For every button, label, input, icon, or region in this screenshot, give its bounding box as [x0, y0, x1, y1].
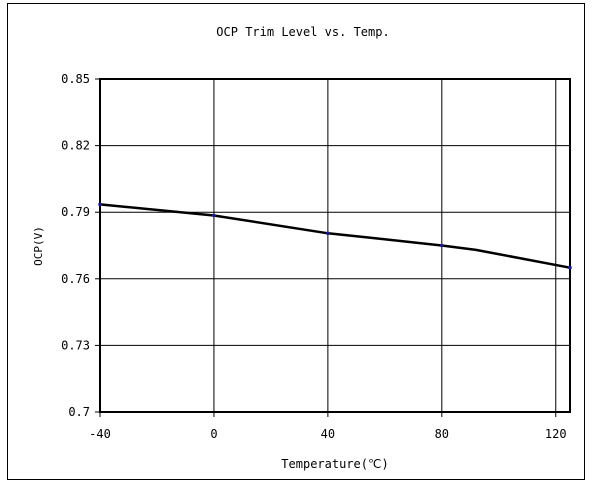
- y-axis-ticks: 0.7 0.73 0.76 0.79 0.82 0.85: [61, 72, 100, 419]
- chart-frame: [7, 3, 585, 480]
- x-tick-label: 120: [545, 427, 567, 441]
- data-point: [212, 213, 216, 218]
- x-axis-ticks: -40 0 40 80 120: [89, 412, 567, 441]
- y-tick-label: 0.73: [61, 338, 90, 352]
- x-axis-label: Temperature(℃): [281, 457, 388, 471]
- grid: [99, 78, 570, 413]
- x-tick-label: 40: [321, 427, 335, 441]
- series-line: [99, 203, 571, 269]
- y-tick-label: 0.76: [61, 272, 90, 286]
- data-point: [440, 243, 444, 248]
- y-axis-label: OCP(V): [32, 226, 45, 266]
- y-tick-label: 0.7: [68, 405, 90, 419]
- data-point: [326, 231, 330, 236]
- y-tick-label: 0.85: [61, 72, 90, 86]
- y-tick-label: 0.82: [61, 139, 90, 153]
- data-point: [568, 265, 572, 270]
- series-layer: [98, 202, 572, 270]
- y-tick-label: 0.79: [61, 205, 90, 219]
- x-tick-label: 80: [435, 427, 449, 441]
- chart-title: OCP Trim Level vs. Temp.: [216, 25, 389, 39]
- data-point: [98, 202, 102, 207]
- x-tick-label: 0: [210, 427, 217, 441]
- x-tick-label: -40: [89, 427, 111, 441]
- plot-area: [99, 78, 571, 413]
